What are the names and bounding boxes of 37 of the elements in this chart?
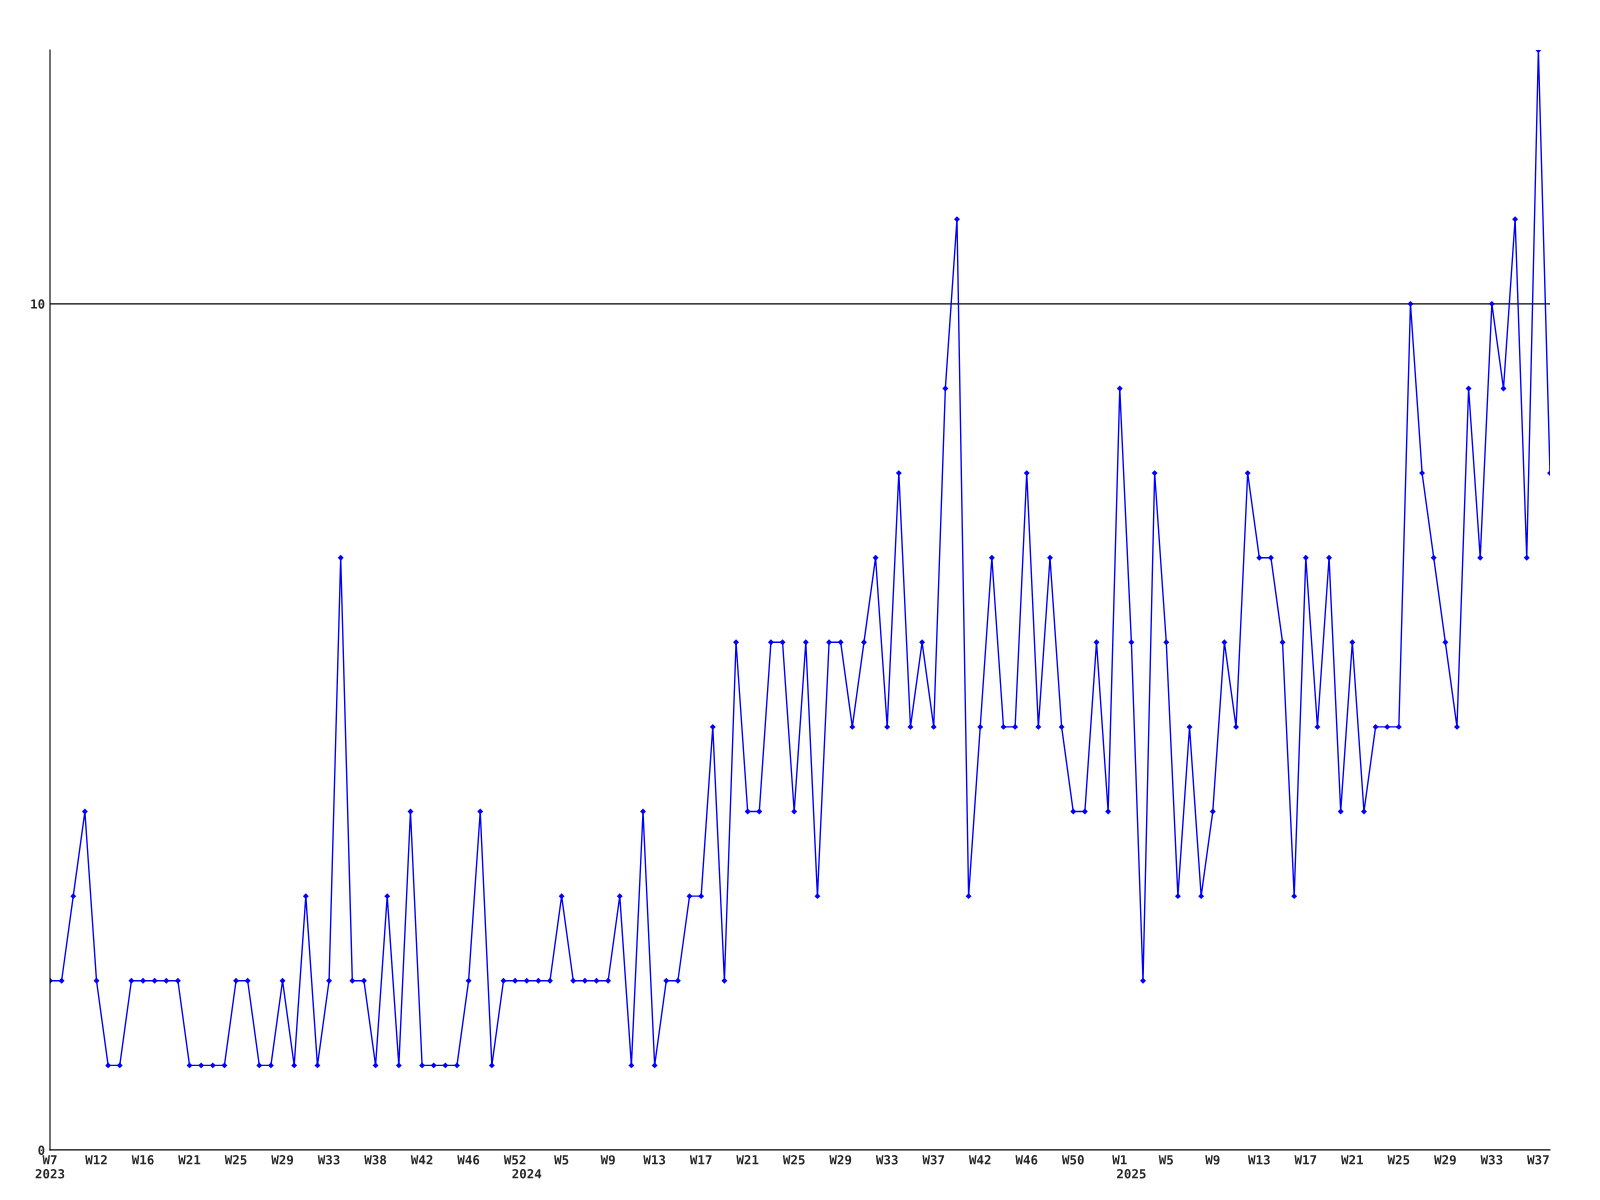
- x-tick-label: W46: [1015, 1155, 1038, 1165]
- x-tick-label: W5: [554, 1155, 569, 1165]
- x-tick-label: W12: [85, 1155, 107, 1165]
- x-tick-label: W25: [782, 1155, 805, 1165]
- x-tick-label: W46: [457, 1155, 480, 1165]
- x-tick-label: 2025: [1117, 1169, 1146, 1179]
- x-tick-label: W7 2023: [35, 1155, 65, 1179]
- x-tick-label: W17: [689, 1155, 712, 1165]
- x-tick-label: W42: [410, 1155, 433, 1165]
- x-tick-label: 2024: [512, 1169, 542, 1179]
- x-tick-label: W9: [600, 1155, 615, 1165]
- y-tick-label: 10: [31, 299, 45, 309]
- x-tick-label: W25: [1387, 1155, 1410, 1165]
- x-tick-label: W17: [1294, 1155, 1317, 1165]
- x-tick-label: W9: [1205, 1155, 1220, 1165]
- x-tick-label: W16: [131, 1155, 154, 1165]
- x-tick-label: W5: [1158, 1155, 1173, 1165]
- x-tick-label: W29: [829, 1155, 852, 1165]
- x-tick-label: W38: [364, 1155, 387, 1165]
- y-tick-label: 0: [38, 1145, 45, 1155]
- x-tick-label: W13: [643, 1155, 666, 1165]
- x-tick-label: W52: [503, 1155, 526, 1165]
- x-tick-label: W29: [1434, 1155, 1456, 1165]
- x-tick-label: W42: [968, 1155, 991, 1165]
- x-tick-label: W21: [736, 1155, 759, 1165]
- x-tick-label: W13: [1248, 1155, 1270, 1165]
- x-tick-label: W33: [317, 1155, 340, 1165]
- x-tick-label: W37: [1527, 1155, 1549, 1165]
- x-tick-label: W29: [271, 1155, 294, 1165]
- x-tick-label: W1: [1112, 1155, 1127, 1165]
- x-tick-label: W21: [178, 1155, 201, 1165]
- x-tick-label: W25: [224, 1155, 247, 1165]
- x-tick-label: W37: [922, 1155, 945, 1165]
- x-tick-label: W33: [1480, 1155, 1503, 1165]
- x-tick-label: W21: [1341, 1155, 1364, 1165]
- x-tick-label: W33: [875, 1155, 898, 1165]
- x-tick-label: W50: [1061, 1155, 1084, 1165]
